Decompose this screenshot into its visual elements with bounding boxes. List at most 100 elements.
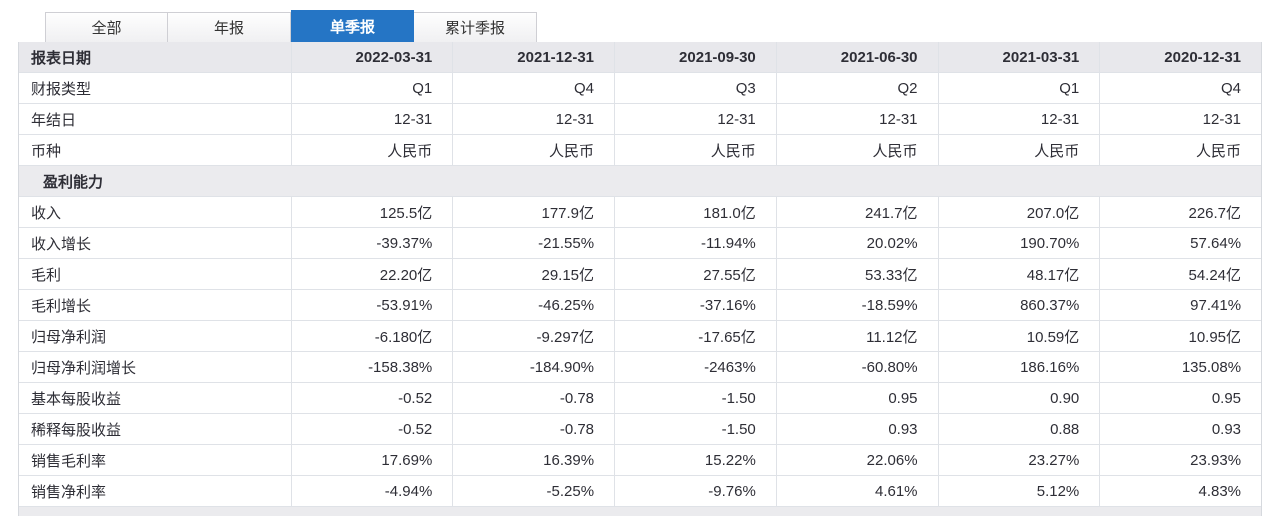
tab-2-active[interactable]: 单季报 [291, 10, 414, 43]
cell-value: -21.55% [452, 228, 614, 258]
cell-value: 181.0亿 [614, 197, 776, 227]
cell-value: 860.37% [937, 290, 1100, 320]
cell-value: -53.91% [290, 290, 453, 320]
cell-value: 186.16% [937, 352, 1100, 382]
cell-value: Q4 [1099, 73, 1261, 103]
table-row: 销售净利率 -4.94% -5.25% -9.76% 4.61% 5.12% 4.83% [19, 476, 1261, 507]
cell-value: 4.83% [1099, 476, 1261, 506]
cell-value: 57.64% [1099, 228, 1261, 258]
cell-value: -17.65亿 [614, 321, 776, 351]
cell-value: 22.20亿 [290, 259, 453, 289]
cell-value: 0.93 [775, 414, 938, 444]
row-label: 销售净利率 [31, 483, 107, 501]
cell-value: -5.25% [452, 476, 614, 506]
cell-value: 29.15亿 [452, 259, 614, 289]
cell-value: Q1 [937, 73, 1100, 103]
date-column-header: 2022-03-31 [290, 42, 453, 72]
table-row: 币种 人民币 人民币 人民币 人民币 人民币 人民币 [19, 135, 1261, 166]
cell-value: 135.08% [1099, 352, 1261, 382]
date-column-header: 2021-12-31 [452, 42, 614, 72]
cell-value: 12-31 [614, 104, 776, 134]
cell-value: 226.7亿 [1099, 197, 1261, 227]
table-row: 归母净利润 -6.180亿 -9.297亿 -17.65亿 11.12亿 10.59亿 10… [19, 321, 1261, 352]
cell-value: 190.70% [937, 228, 1100, 258]
table-row: 归母净利润增长 -158.38% -184.90% -2463% -60.80% 186.… [19, 352, 1261, 383]
cell-value [291, 166, 453, 196]
cell-value: Q3 [614, 73, 776, 103]
row-label: 毛利增长 [31, 297, 92, 315]
row-label: 盈利能力 [43, 173, 104, 191]
cell-value: 10.59亿 [937, 321, 1100, 351]
cell-value: 人民币 [775, 135, 938, 165]
cell-value: Q4 [452, 73, 614, 103]
cell-value: 23.93% [1099, 445, 1261, 475]
cell-value: 11.12亿 [775, 321, 938, 351]
report-period-tabbar: 全部 年报 单季报 累计季报 [45, 10, 537, 43]
row-label: 年结日 [31, 111, 77, 129]
cell-value: -9.297亿 [452, 321, 614, 351]
cell-value: -46.25% [452, 290, 614, 320]
report-date-header-label: 报表日期 [31, 49, 92, 67]
cell-value: -158.38% [290, 352, 453, 382]
cell-value: -1.50 [614, 414, 776, 444]
date-column-header: 2021-06-30 [775, 42, 938, 72]
cell-value: 125.5亿 [290, 197, 453, 227]
cell-value: 54.24亿 [1099, 259, 1261, 289]
tab-3[interactable]: 累计季报 [414, 12, 537, 43]
cell-value: 22.06% [775, 445, 938, 475]
table-row: 基本每股收益 -0.52 -0.78 -1.50 0.95 0.90 0.95 [19, 383, 1261, 414]
cell-value: 27.55亿 [614, 259, 776, 289]
cell-value [452, 166, 614, 196]
cell-value: 15.22% [614, 445, 776, 475]
cell-value: -11.94% [614, 228, 776, 258]
cell-value: -6.180亿 [290, 321, 453, 351]
cell-value: 12-31 [937, 104, 1100, 134]
cell-value: -60.80% [775, 352, 938, 382]
cell-value: 12-31 [775, 104, 938, 134]
cell-value: -18.59% [775, 290, 938, 320]
date-column-header: 2020-12-31 [1099, 42, 1261, 72]
cell-value [937, 166, 1099, 196]
partial-section-row [19, 507, 1261, 516]
row-label: 币种 [31, 142, 62, 160]
cell-value: 人民币 [1099, 135, 1261, 165]
cell-value: 人民币 [452, 135, 614, 165]
table-row: 稀释每股收益 -0.52 -0.78 -1.50 0.93 0.88 0.93 [19, 414, 1261, 445]
cell-value: 20.02% [775, 228, 938, 258]
cell-value: 0.95 [1099, 383, 1261, 413]
cell-value: 53.33亿 [775, 259, 938, 289]
cell-value: Q1 [290, 73, 453, 103]
cell-value: -37.16% [614, 290, 776, 320]
row-label: 收入增长 [31, 235, 92, 253]
row-label: 稀释每股收益 [31, 421, 122, 439]
row-label: 毛利 [31, 266, 62, 284]
table-header-row: 报表日期 2022-03-31 2021-12-31 2021-09-30 2021-0… [19, 42, 1261, 73]
cell-value: 241.7亿 [775, 197, 938, 227]
row-label: 财报类型 [31, 80, 92, 98]
cell-value: 12-31 [452, 104, 614, 134]
cell-value: -184.90% [452, 352, 614, 382]
cell-value: 4.61% [775, 476, 938, 506]
cell-value: 97.41% [1099, 290, 1261, 320]
tab-0[interactable]: 全部 [45, 12, 168, 43]
table-row: 财报类型 Q1 Q4 Q3 Q2 Q1 Q4 [19, 73, 1261, 104]
cell-value [1099, 166, 1261, 196]
table-row: 毛利增长 -53.91% -46.25% -37.16% -18.59% 860.37% 9… [19, 290, 1261, 321]
cell-value: 23.27% [937, 445, 1100, 475]
cell-value: 177.9亿 [452, 197, 614, 227]
cell-value: Q2 [775, 73, 938, 103]
cell-value: 48.17亿 [937, 259, 1100, 289]
cell-value: 人民币 [614, 135, 776, 165]
table-row: 收入增长 -39.37% -21.55% -11.94% 20.02% 190.70% 57… [19, 228, 1261, 259]
cell-value: -0.78 [452, 414, 614, 444]
table-row: 年结日 12-31 12-31 12-31 12-31 12-31 12-31 [19, 104, 1261, 135]
cell-value: -4.94% [290, 476, 453, 506]
date-column-header: 2021-09-30 [614, 42, 776, 72]
cell-value: 207.0亿 [937, 197, 1100, 227]
cell-value: 17.69% [290, 445, 453, 475]
cell-value: 0.88 [937, 414, 1100, 444]
cell-value [776, 166, 938, 196]
tab-1[interactable]: 年报 [168, 12, 291, 43]
cell-value [614, 166, 776, 196]
cell-value: 0.90 [937, 383, 1100, 413]
